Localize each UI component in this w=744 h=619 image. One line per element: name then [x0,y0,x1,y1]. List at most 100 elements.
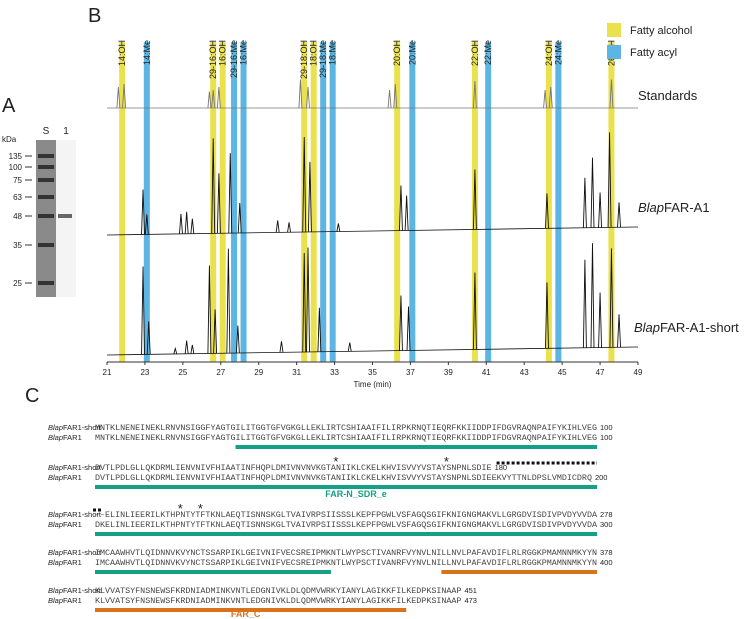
x-tick-label: 47 [596,368,605,377]
sequence-end: 100 [600,433,613,442]
peak [228,153,233,234]
band [394,42,401,362]
trace-baseline [106,226,639,236]
domain-label: FAR_C [231,609,261,619]
gel-band [38,281,54,285]
gel-band [38,178,54,182]
gel-lane [36,140,56,297]
conserved-marker: * [444,454,449,469]
marker-label: 100 [9,163,23,172]
peak [404,195,409,231]
axis-label: Time (min) [354,380,392,389]
x-tick-label: 37 [406,368,415,377]
peak [609,248,614,348]
sequence: MNTKLNENEINEKLRNVNSIGGFYAGTGILITGGTGFVGK… [95,433,597,443]
marker-label: 48 [13,212,22,221]
text-part: FAR-A1-short [660,320,739,335]
marker-label: 25 [13,279,22,288]
peak [122,83,127,109]
peak [211,138,216,234]
sequence: KLVVATSYFNSNEWSFKRDNIADMINKVNTLEDGNIVKLD… [95,596,461,606]
sequence: DKELINLIEERILKTHPNTYTFTKNLAEQTISNNSKGLTV… [95,520,598,530]
peak [582,259,587,348]
gel-lane [56,140,76,297]
peak [190,344,195,354]
x-tick-label: 43 [520,368,529,377]
peak [141,189,145,235]
italic-part: Blap [48,510,63,519]
sequence-end: 300 [600,520,613,529]
text-part: FAR1 [63,596,82,605]
peak [590,243,595,348]
peak-label: 18:OH [309,40,319,66]
conserved-marker: * [333,454,338,469]
text-part: FAR1 [63,520,82,529]
peak-label: 14:Me [142,40,152,65]
peak [226,248,231,354]
legend-swatch [607,23,621,37]
marker-label: 135 [9,152,23,161]
band [485,42,492,362]
panel-letter: A [2,95,16,117]
peak [146,321,151,355]
sequence-name: BlapFAR1-short [48,510,102,519]
peak [548,86,553,109]
band [219,42,226,362]
gel-band [38,214,54,218]
peak-label: 29-16:Me [229,40,239,78]
sequence-end: 100 [600,423,613,432]
sequence: MNTKLNENEINEKLRNVNSIGGFYAGTGILITGGTGFVGK… [95,423,597,433]
peak [298,79,303,109]
band [301,42,308,362]
peak [398,295,403,351]
peak [336,223,341,232]
sequence-name: BlapFAR1 [48,520,82,529]
legend-swatch [607,45,621,59]
peak-label: 20:Me [407,40,417,65]
peak-label: 18:Me [328,40,338,65]
peak [406,306,411,351]
italic-part: Blap [48,548,63,557]
peak [472,272,477,350]
italic-part: Blap [48,473,63,482]
sequence-name: BlapFAR1 [48,558,82,567]
gel-band [38,195,54,199]
peak-label: 20:OH [392,40,402,66]
peak [279,341,284,353]
peak [347,342,352,352]
peak [607,132,612,228]
peak [190,218,195,234]
peak [287,222,292,233]
text-part: Standards [638,88,698,103]
peak [211,89,216,109]
peak-label: 14:OH [117,40,127,66]
band [320,42,327,362]
peak [393,83,398,109]
sequence-end: 400 [600,558,613,567]
x-tick-label: 25 [178,368,187,377]
peak-label: 16:Me [239,40,249,65]
gel-unit: kDa [2,135,17,144]
peak [590,157,595,228]
italic-part: Blap [48,558,63,567]
text-part: FAR1-short [63,510,102,519]
italic-part: Blap [48,586,63,595]
sequence-name: BlapFAR1-short [48,423,102,432]
sequence-end: 200 [595,473,608,482]
band [210,42,217,362]
trace-label: BlapFAR-A1 [638,200,710,215]
peak-label: 22:OH [470,40,480,66]
x-tick-label: 27 [216,368,225,377]
sequence-name: BlapFAR1 [48,433,82,442]
text-part: FAR1 [63,558,82,567]
domain-bar [95,532,597,536]
sequence-end: 278 [600,510,613,519]
lane-label: 1 [63,126,69,137]
band [329,42,336,362]
conserved-marker: * [178,501,183,516]
domain-label: FAR-N_SDR_e [325,489,387,499]
peak [617,202,621,228]
text-part: FAR1-short [63,463,102,472]
sequence: KLVVATSYFNSNEWSFKRDNIADMINKVNTLEDGNIVKLD… [95,586,461,596]
peak [307,161,312,232]
